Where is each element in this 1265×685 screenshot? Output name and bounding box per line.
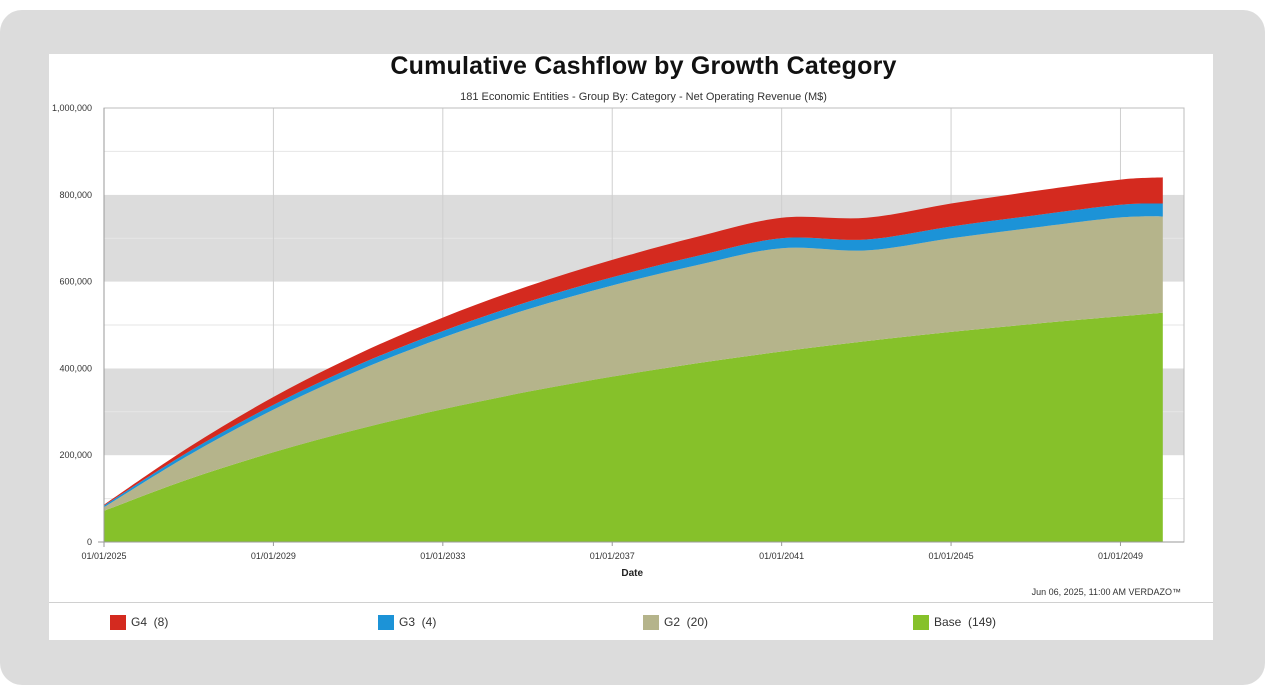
legend-item-base[interactable]: Base (149) — [913, 614, 996, 630]
y-tick-label: 800,000 — [59, 190, 92, 200]
y-axis-ticks: 0 200,000 400,000 600,000 800,000 1,000,000 — [52, 103, 92, 547]
legend-item-g3[interactable]: G3 (4) — [378, 614, 436, 630]
y-tick-label: 600,000 — [59, 277, 92, 287]
x-tick-label: 01/01/2045 — [929, 551, 974, 561]
legend-swatch — [110, 614, 126, 630]
legend-item-g4[interactable]: G4 (8) — [110, 614, 168, 630]
area-base — [104, 312, 1163, 542]
area-g2 — [104, 216, 1163, 511]
legend-label: Base (149) — [934, 615, 997, 629]
area-series — [104, 177, 1163, 542]
x-tick-label: 01/01/2041 — [759, 551, 804, 561]
x-axis-ticks: 01/01/2025 01/01/2029 01/01/2033 01/01/2037… — [81, 542, 1143, 561]
legend-label: G4 (8) — [131, 615, 169, 629]
legend-label: G2 (20) — [664, 615, 709, 629]
legend-divider — [49, 602, 1213, 603]
y-tick-label: 200,000 — [59, 450, 92, 460]
area-g4 — [104, 177, 1163, 506]
credit-text: Jun 06, 2025, 11:00 AM VERDAZO™ — [1031, 587, 1181, 597]
legend-swatch — [643, 614, 659, 630]
chart-title: Cumulative Cashflow by Growth Category — [390, 52, 897, 80]
x-tick-label: 01/01/2033 — [420, 551, 465, 561]
legend-swatch — [378, 614, 394, 630]
legend-swatch — [913, 614, 929, 630]
y-tick-label: 400,000 — [59, 363, 92, 373]
chart-subtitle: 181 Economic Entities - Group By: Catego… — [460, 91, 827, 103]
legend-item-g2[interactable]: G2 (20) — [643, 614, 708, 630]
x-axis-title: Date — [621, 568, 643, 579]
legend-label: G3 (4) — [399, 615, 437, 629]
x-tick-label: 01/01/2025 — [81, 551, 126, 561]
y-tick-label: 1,000,000 — [52, 103, 92, 113]
x-tick-label: 01/01/2049 — [1098, 551, 1143, 561]
y-tick-label: 0 — [87, 537, 92, 547]
x-tick-label: 01/01/2037 — [590, 551, 635, 561]
x-tick-label: 01/01/2029 — [251, 551, 296, 561]
plot-frame — [98, 107, 1185, 547]
